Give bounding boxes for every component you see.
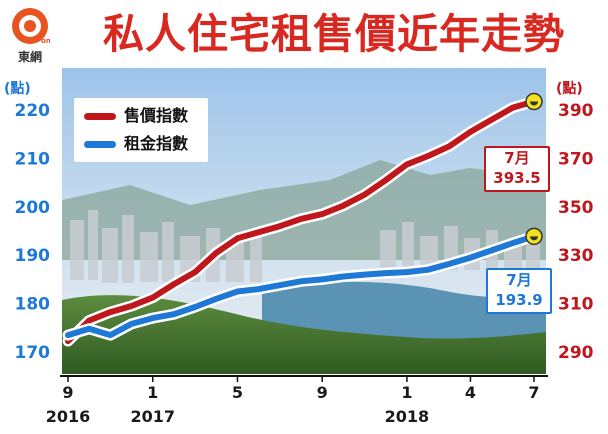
chart-title: 私人住宅租售價近年走勢	[103, 10, 565, 58]
legend-swatch-rent	[84, 141, 116, 148]
rent-callout-month: 7月	[506, 271, 532, 289]
y-left-tick-label: 180	[15, 295, 51, 315]
legend-swatch-price	[84, 113, 116, 120]
header: on.cc 東網 私人住宅租售價近年走勢	[0, 0, 608, 68]
price-callout: 7月 393.5	[484, 146, 550, 192]
price-index-line	[65, 98, 537, 345]
x-tick-label: 9	[62, 383, 73, 402]
x-year-label: 2016	[46, 407, 91, 426]
x-tick-label: 4	[465, 383, 476, 402]
price-callout-value: 393.5	[493, 169, 541, 187]
y-right-tick-label: 370	[558, 149, 594, 169]
legend-label-price: 售價指數	[124, 106, 189, 125]
rent-callout: 7月 193.9	[486, 268, 552, 314]
y-left-tick-label: 220	[15, 101, 51, 121]
rent-callout-value: 193.9	[495, 291, 543, 309]
x-tick-label: 7	[528, 383, 539, 402]
y-left-tick-label: 210	[15, 149, 51, 169]
x-tick-label: 5	[232, 383, 243, 402]
legend-item-price: 售價指數	[84, 104, 208, 128]
x-year-label: 2017	[130, 407, 175, 426]
y-left-tick-label: 190	[15, 246, 51, 266]
y-right-tick-label: 390	[558, 101, 594, 121]
y-right-tick-label: 290	[558, 343, 594, 363]
y-left-tick-label: 200	[15, 198, 51, 218]
x-tick-label: 9	[317, 383, 328, 402]
legend-item-rent: 租金指數	[84, 132, 208, 156]
x-tick-label: 1	[147, 383, 158, 402]
x-year-label: 2018	[385, 407, 430, 426]
left-axis-unit: (點)	[4, 81, 31, 97]
end-marker-smile	[530, 101, 538, 106]
legend-label-rent: 租金指數	[124, 134, 189, 153]
right-axis-unit: (點)	[556, 81, 583, 97]
brand-logo: on.cc 東網	[6, 6, 54, 68]
on-cc-logo-icon: on.cc	[12, 8, 50, 45]
y-right-tick-label: 310	[558, 295, 594, 315]
legend: 售價指數 租金指數	[74, 98, 208, 162]
end-marker-smile	[530, 236, 538, 241]
price-callout-month: 7月	[504, 149, 530, 167]
logo-text: 東網	[17, 50, 42, 64]
y-right-tick-label: 330	[558, 246, 594, 266]
svg-text:on.cc: on.cc	[41, 37, 50, 45]
rent-index-line	[65, 233, 537, 339]
y-right-tick-label: 350	[558, 198, 594, 218]
x-tick-label: 1	[401, 383, 412, 402]
y-left-tick-label: 170	[15, 343, 51, 363]
